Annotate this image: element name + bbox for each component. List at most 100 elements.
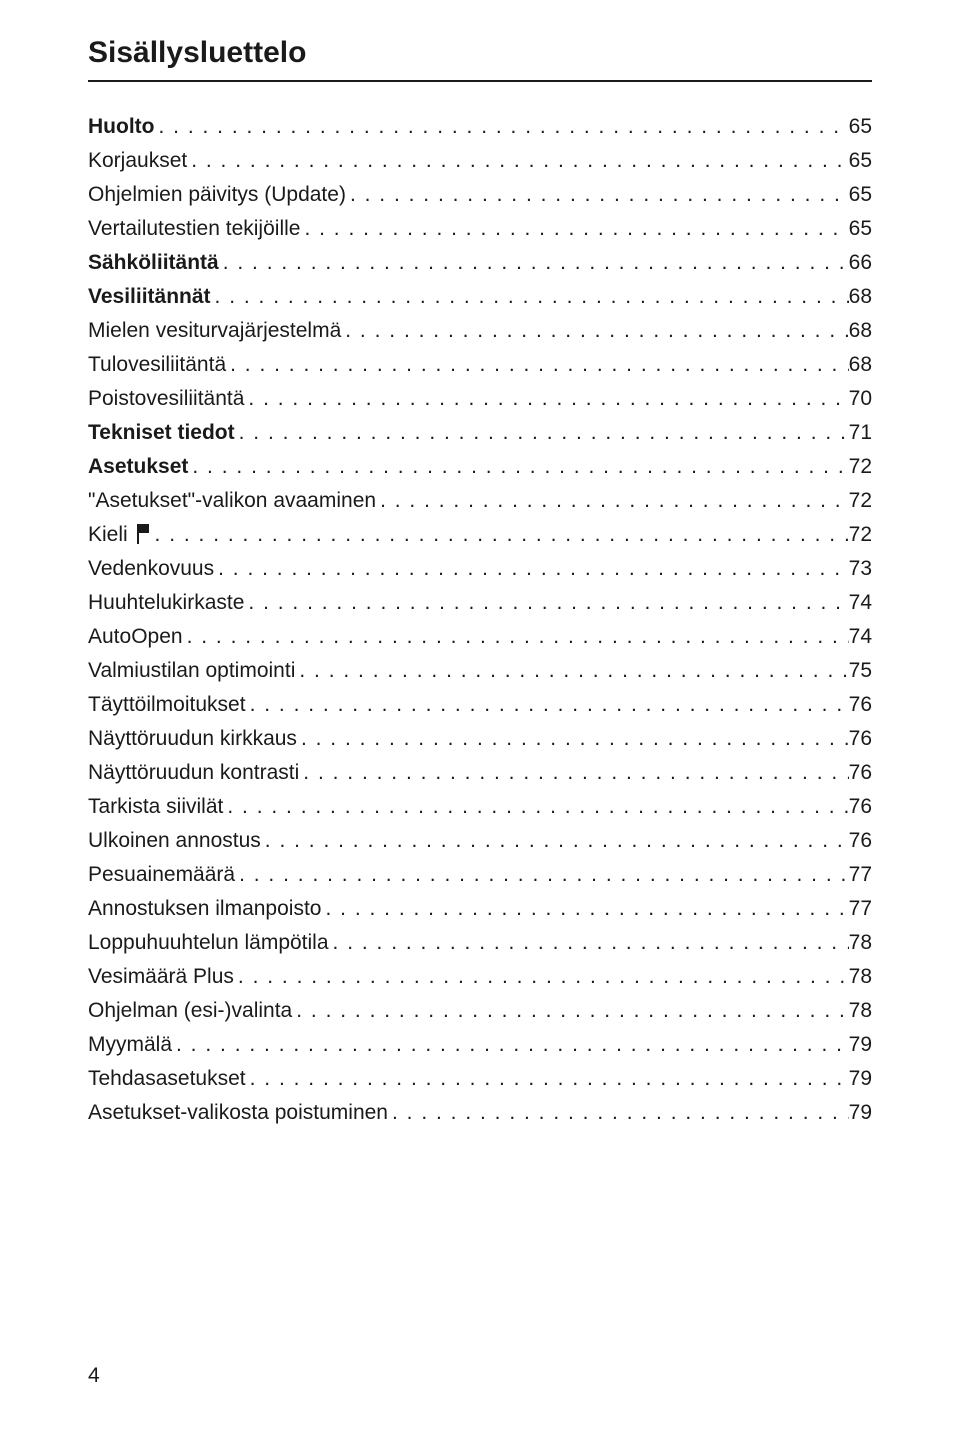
toc-label: Vedenkovuus [88, 552, 214, 586]
toc-leader-dots: . . . . . . . . . . . . . . . . . . . . … [154, 110, 848, 144]
page: Sisällysluettelo Huolto. . . . . . . . .… [0, 0, 960, 1442]
toc-row: Loppuhuuhtelun lämpötila. . . . . . . . … [88, 926, 872, 960]
toc-page: 79 [849, 1028, 872, 1062]
toc-row: Tarkista siivilät. . . . . . . . . . . .… [88, 790, 872, 824]
toc-label: Asetukset [88, 450, 188, 484]
toc-page: 77 [849, 858, 872, 892]
toc-leader-dots: . . . . . . . . . . . . . . . . . . . . … [211, 280, 849, 314]
toc-label: Pesuainemäärä [88, 858, 235, 892]
toc-label: Tulovesiliitäntä [88, 348, 226, 382]
toc-label: Tekniset tiedot [88, 416, 235, 450]
toc-page: 75 [849, 654, 872, 688]
toc-leader-dots: . . . . . . . . . . . . . . . . . . . . … [297, 722, 849, 756]
toc-label: Ohjelmien päivitys (Update) [88, 178, 346, 212]
toc-page: 79 [849, 1062, 872, 1096]
toc-row: Korjaukset. . . . . . . . . . . . . . . … [88, 144, 872, 178]
toc-label: Mielen vesiturvajärjestelmä [88, 314, 341, 348]
toc-row: AutoOpen. . . . . . . . . . . . . . . . … [88, 620, 872, 654]
toc-leader-dots: . . . . . . . . . . . . . . . . . . . . … [244, 382, 848, 416]
toc-row: Poistovesiliitäntä. . . . . . . . . . . … [88, 382, 872, 416]
toc-page: 76 [849, 688, 872, 722]
toc-leader-dots: . . . . . . . . . . . . . . . . . . . . … [226, 348, 849, 382]
toc-label: Huolto [88, 110, 154, 144]
toc-leader-dots: . . . . . . . . . . . . . . . . . . . . … [214, 552, 849, 586]
toc-label: Vesiliitännät [88, 280, 211, 314]
toc-row: Sähköliitäntä. . . . . . . . . . . . . .… [88, 246, 872, 280]
toc-page: 73 [849, 552, 872, 586]
toc-page: 76 [849, 790, 872, 824]
toc-leader-dots: . . . . . . . . . . . . . . . . . . . . … [292, 994, 848, 1028]
toc-row: Näyttöruudun kontrasti. . . . . . . . . … [88, 756, 872, 790]
toc-row: Tehdasasetukset. . . . . . . . . . . . .… [88, 1062, 872, 1096]
toc-label: Kieli [88, 518, 151, 552]
toc-label: Näyttöruudun kirkkaus [88, 722, 297, 756]
toc-label: Annostuksen ilmanpoisto [88, 892, 321, 926]
toc-page: 76 [849, 756, 872, 790]
toc-row: Täyttöilmoitukset. . . . . . . . . . . .… [88, 688, 872, 722]
toc-page: 77 [849, 892, 872, 926]
toc-leader-dots: . . . . . . . . . . . . . . . . . . . . … [376, 484, 849, 518]
toc-row: Vertailutestien tekijöille. . . . . . . … [88, 212, 872, 246]
toc-page: 71 [849, 416, 872, 450]
toc-leader-dots: . . . . . . . . . . . . . . . . . . . . … [341, 314, 848, 348]
toc-leader-dots: . . . . . . . . . . . . . . . . . . . . … [299, 756, 848, 790]
toc-page: 78 [849, 994, 872, 1028]
toc-page: 74 [849, 586, 872, 620]
toc-row: Tekniset tiedot. . . . . . . . . . . . .… [88, 416, 872, 450]
toc-page: 68 [849, 280, 872, 314]
toc-label: AutoOpen [88, 620, 183, 654]
title-rule [88, 80, 872, 82]
toc-label: Ohjelman (esi-)valinta [88, 994, 292, 1028]
toc-label: Sähköliitäntä [88, 246, 219, 280]
toc-page: 65 [849, 110, 872, 144]
toc-label: Vesimäärä Plus [88, 960, 234, 994]
toc-leader-dots: . . . . . . . . . . . . . . . . . . . . … [244, 586, 848, 620]
page-number: 4 [88, 1364, 100, 1388]
toc-row: Asetukset. . . . . . . . . . . . . . . .… [88, 450, 872, 484]
toc-page: 74 [849, 620, 872, 654]
toc-row: Vedenkovuus. . . . . . . . . . . . . . .… [88, 552, 872, 586]
toc-leader-dots: . . . . . . . . . . . . . . . . . . . . … [329, 926, 849, 960]
toc-row: Pesuainemäärä. . . . . . . . . . . . . .… [88, 858, 872, 892]
toc-label: Näyttöruudun kontrasti [88, 756, 299, 790]
toc-leader-dots: . . . . . . . . . . . . . . . . . . . . … [223, 790, 848, 824]
page-title: Sisällysluettelo [88, 36, 872, 70]
toc-page: 78 [849, 960, 872, 994]
toc-leader-dots: . . . . . . . . . . . . . . . . . . . . … [219, 246, 849, 280]
toc-label: Täyttöilmoitukset [88, 688, 246, 722]
toc-leader-dots: . . . . . . . . . . . . . . . . . . . . … [187, 144, 848, 178]
toc-page: 72 [849, 450, 872, 484]
toc-page: 79 [849, 1096, 872, 1130]
toc-leader-dots: . . . . . . . . . . . . . . . . . . . . … [295, 654, 848, 688]
toc-leader-dots: . . . . . . . . . . . . . . . . . . . . … [235, 858, 849, 892]
toc-leader-dots: . . . . . . . . . . . . . . . . . . . . … [321, 892, 848, 926]
toc-label: "Asetukset"-valikon avaaminen [88, 484, 376, 518]
toc-row: Mielen vesiturvajärjestelmä. . . . . . .… [88, 314, 872, 348]
toc-row: "Asetukset"-valikon avaaminen. . . . . .… [88, 484, 872, 518]
toc-page: 72 [849, 518, 872, 552]
toc-leader-dots: . . . . . . . . . . . . . . . . . . . . … [183, 620, 849, 654]
toc-row: Näyttöruudun kirkkaus. . . . . . . . . .… [88, 722, 872, 756]
toc-row: Huolto. . . . . . . . . . . . . . . . . … [88, 110, 872, 144]
toc-leader-dots: . . . . . . . . . . . . . . . . . . . . … [172, 1028, 849, 1062]
toc-row: Kieli . . . . . . . . . . . . . . . . . … [88, 518, 872, 552]
toc-page: 66 [849, 246, 872, 280]
toc-row: Myymälä. . . . . . . . . . . . . . . . .… [88, 1028, 872, 1062]
toc-leader-dots: . . . . . . . . . . . . . . . . . . . . … [235, 416, 849, 450]
toc-page: 68 [849, 314, 872, 348]
toc-leader-dots: . . . . . . . . . . . . . . . . . . . . … [246, 1062, 849, 1096]
toc-page: 65 [849, 212, 872, 246]
toc-row: Ohjelmien päivitys (Update). . . . . . .… [88, 178, 872, 212]
toc-page: 76 [849, 824, 872, 858]
toc-label: Tehdasasetukset [88, 1062, 246, 1096]
toc-leader-dots: . . . . . . . . . . . . . . . . . . . . … [300, 212, 848, 246]
toc-row: Huuhtelukirkaste. . . . . . . . . . . . … [88, 586, 872, 620]
toc-leader-dots: . . . . . . . . . . . . . . . . . . . . … [388, 1096, 849, 1130]
toc-label: Korjaukset [88, 144, 187, 178]
toc-page: 76 [849, 722, 872, 756]
toc-leader-dots: . . . . . . . . . . . . . . . . . . . . … [261, 824, 849, 858]
toc-page: 72 [849, 484, 872, 518]
toc-label: Ulkoinen annostus [88, 824, 261, 858]
toc-leader-dots: . . . . . . . . . . . . . . . . . . . . … [246, 688, 849, 722]
toc-list: Huolto. . . . . . . . . . . . . . . . . … [88, 110, 872, 1130]
